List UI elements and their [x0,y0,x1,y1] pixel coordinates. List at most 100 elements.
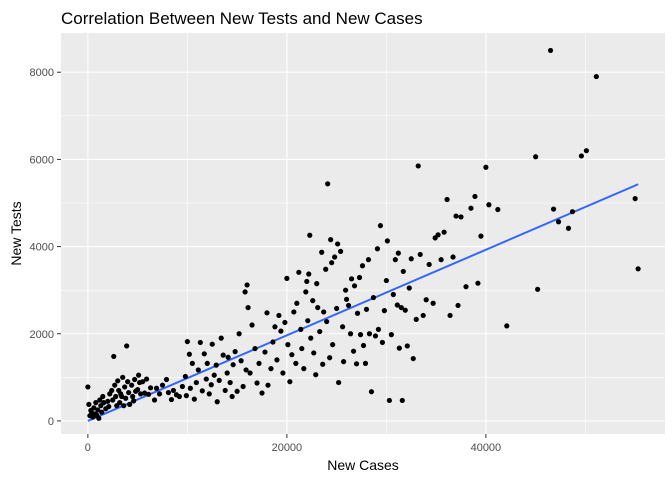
data-point [184,338,190,345]
data-point [122,384,128,390]
data-point [379,339,386,346]
data-point [222,387,228,394]
data-point [435,232,441,238]
data-point [386,397,392,404]
data-point [176,393,183,400]
data-point [438,257,444,263]
data-point [276,312,282,319]
data-point [143,376,150,382]
data-point [109,387,115,394]
data-point [334,305,340,312]
data-point [343,296,350,302]
data-point [388,332,394,338]
data-point [453,213,459,219]
data-point [323,266,329,272]
data-point [179,383,185,390]
data-point [475,280,481,286]
data-point [240,383,246,390]
data-point [310,298,316,304]
data-point [504,323,510,329]
data-point [356,274,363,281]
data-point [329,260,335,266]
data-point [121,403,127,409]
data-point [315,304,321,311]
y-tick-label: 4000 [30,242,54,254]
data-point [91,405,97,411]
data-point [578,153,585,159]
data-point [328,237,334,243]
data-point [97,397,103,403]
data-point [294,300,300,306]
data-point [375,326,382,332]
data-point [406,285,412,291]
data-point [420,312,426,319]
data-point [415,163,421,169]
data-point [191,396,197,402]
data-point [113,393,119,400]
y-axis-label: New Tests [8,201,24,265]
data-point [287,379,293,385]
data-point [569,209,576,215]
data-point [550,206,557,212]
data-point [244,282,250,288]
data-point [141,390,148,396]
y-tick-label: 0 [48,416,54,428]
data-point [242,289,248,295]
data-point [93,400,99,406]
data-point [225,354,231,360]
data-point [252,345,258,352]
data-point [220,352,226,358]
data-point [117,400,123,406]
data-point [317,328,323,335]
data-point [112,382,118,388]
data-point [441,229,447,235]
data-point [165,389,172,396]
data-point [245,304,251,311]
data-point [291,309,297,315]
data-point [254,380,260,386]
data-point [399,397,405,404]
data-point [408,256,414,262]
data-point [336,379,342,386]
data-point [272,324,278,330]
data-point [289,352,295,358]
data-point [156,391,163,397]
data-point [305,318,311,324]
data-point [243,367,249,373]
data-point [136,372,142,378]
data-point [95,407,101,413]
data-point [345,302,352,309]
data-point [280,370,286,376]
data-point [298,326,304,332]
data-point [100,393,106,400]
data-point [293,360,299,366]
data-point [270,339,276,345]
data-point [396,345,402,351]
data-point [366,331,373,337]
data-point [265,382,271,388]
data-point [224,370,230,376]
data-point [398,304,404,311]
data-point [368,389,375,395]
data-point [301,366,307,372]
data-point [249,322,255,328]
data-point [311,350,317,356]
data-point [478,233,484,239]
data-point [187,385,193,391]
data-point [468,205,474,211]
data-point [159,382,166,388]
chart-title: Correlation Between New Tests and New Ca… [61,9,423,28]
data-point [238,358,244,364]
data-point [304,278,310,285]
data-point [182,373,188,380]
data-point [410,355,416,362]
data-point [213,362,219,368]
data-point [115,378,121,384]
data-point [259,390,265,396]
data-point [105,398,111,404]
data-point [193,379,199,386]
x-tick-label: 20000 [272,442,303,454]
data-point [211,372,217,378]
data-point [381,308,387,314]
